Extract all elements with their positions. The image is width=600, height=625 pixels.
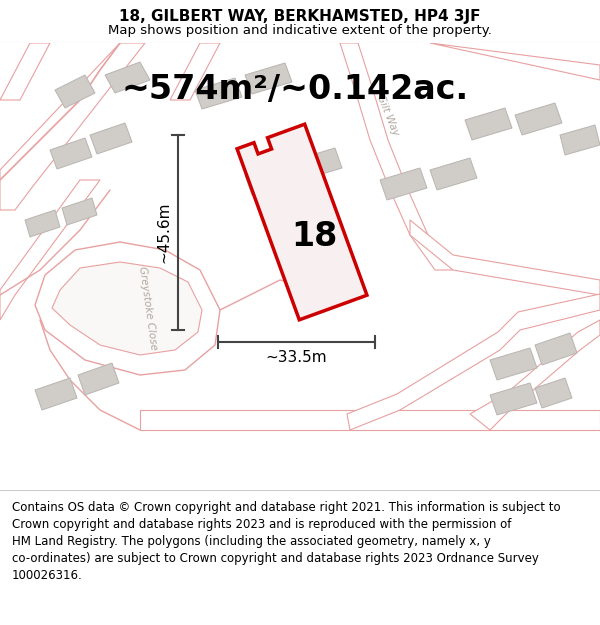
Text: ~33.5m: ~33.5m (266, 349, 328, 364)
Polygon shape (195, 78, 242, 109)
Polygon shape (490, 348, 537, 380)
Polygon shape (470, 320, 600, 430)
Polygon shape (465, 108, 512, 140)
Polygon shape (490, 383, 537, 415)
Polygon shape (170, 43, 220, 100)
Polygon shape (347, 294, 600, 430)
Polygon shape (78, 363, 119, 395)
Polygon shape (380, 168, 427, 200)
Polygon shape (535, 378, 572, 408)
Text: 18, GILBERT WAY, BERKHAMSTED, HP4 3JF: 18, GILBERT WAY, BERKHAMSTED, HP4 3JF (119, 9, 481, 24)
Polygon shape (0, 180, 100, 320)
Polygon shape (535, 333, 577, 365)
Text: 18: 18 (291, 221, 337, 254)
Polygon shape (245, 162, 292, 195)
Text: ~45.6m: ~45.6m (157, 202, 172, 263)
Polygon shape (237, 124, 367, 320)
Polygon shape (140, 410, 600, 430)
Polygon shape (52, 262, 202, 355)
Text: ~574m²/~0.142ac.: ~574m²/~0.142ac. (121, 74, 469, 106)
Polygon shape (340, 43, 453, 270)
Polygon shape (560, 125, 600, 155)
Text: Map shows position and indicative extent of the property.: Map shows position and indicative extent… (108, 24, 492, 36)
Polygon shape (245, 63, 292, 94)
Polygon shape (62, 198, 97, 225)
Polygon shape (50, 138, 92, 169)
Polygon shape (0, 43, 145, 210)
Polygon shape (410, 220, 600, 295)
Polygon shape (35, 378, 77, 410)
Polygon shape (90, 123, 132, 154)
Polygon shape (515, 103, 562, 135)
Text: Gilt Way: Gilt Way (375, 93, 401, 137)
Polygon shape (55, 75, 95, 108)
Polygon shape (25, 210, 60, 237)
Text: Contains OS data © Crown copyright and database right 2021. This information is : Contains OS data © Crown copyright and d… (12, 501, 560, 582)
Polygon shape (295, 148, 342, 180)
Polygon shape (35, 242, 220, 375)
Polygon shape (0, 43, 50, 100)
Text: Greystoke Close: Greystoke Close (137, 266, 159, 351)
Polygon shape (105, 62, 150, 93)
Polygon shape (430, 158, 477, 190)
Polygon shape (430, 43, 600, 80)
